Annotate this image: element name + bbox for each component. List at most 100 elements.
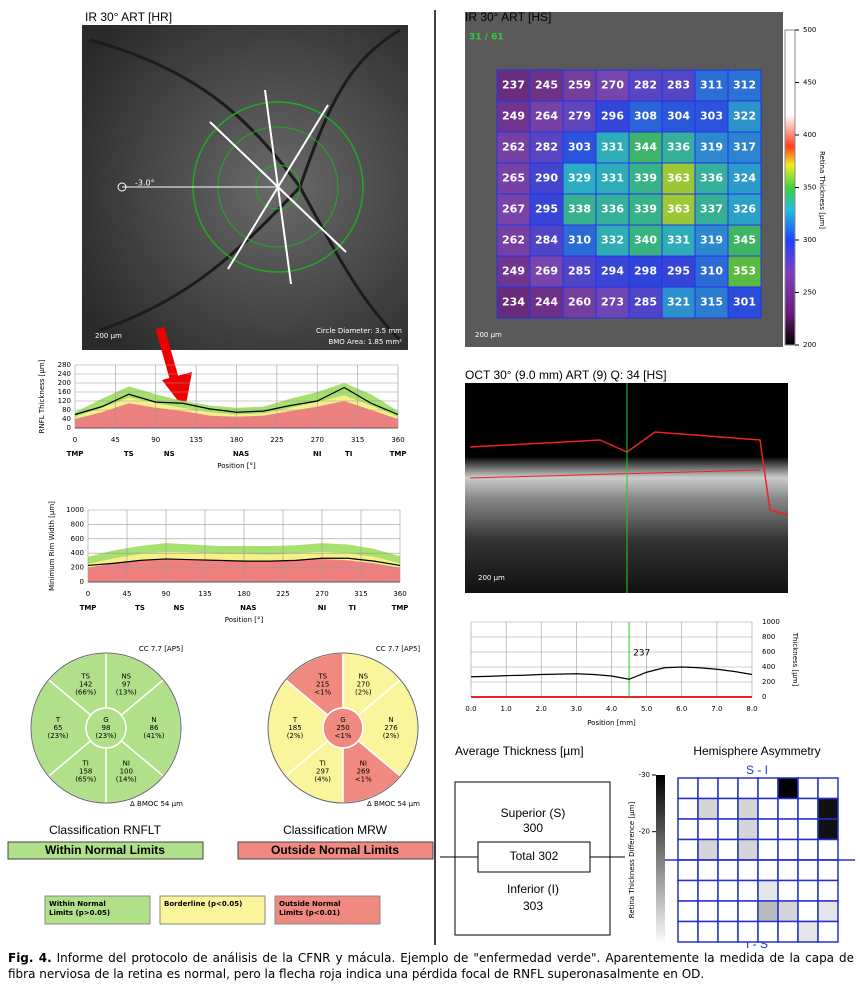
section-title: Average Thickness [µm] <box>455 744 584 758</box>
asymmetry-cell <box>757 859 779 882</box>
sector-name: G <box>340 716 345 724</box>
thickness-value: 340 <box>634 234 657 247</box>
y-tick-label: 40 <box>62 415 71 423</box>
x-tick-label: 90 <box>151 436 160 444</box>
thickness-value: 273 <box>601 296 624 309</box>
thickness-cell <box>661 162 696 195</box>
sector-name: N <box>388 716 393 724</box>
legend-box <box>274 895 381 925</box>
y-tick-label: 240 <box>58 370 71 378</box>
total-label: Total <box>510 849 535 863</box>
fovea-marker <box>117 182 127 192</box>
x-axis-label: Position [°] <box>225 616 264 624</box>
sector-value: 158 <box>79 768 92 776</box>
colorbar-tick-label: 250 <box>803 289 816 297</box>
thickness-cell <box>727 193 762 226</box>
thickness-value: 315 <box>700 296 723 309</box>
asymmetry-cell <box>777 879 799 902</box>
y-tick-label: 800 <box>762 633 775 641</box>
thickness-value: 310 <box>568 234 591 247</box>
thickness-value: 331 <box>601 141 624 154</box>
sector-outline <box>30 652 182 804</box>
thickness-value: 282 <box>535 141 558 154</box>
thickness-value: 264 <box>535 110 558 123</box>
total-value: 302 <box>538 849 558 863</box>
asymmetry-cell <box>697 838 719 861</box>
thickness-cell <box>628 193 663 226</box>
asymmetry-cell <box>697 900 719 923</box>
sector-pct: (13%) <box>116 688 137 696</box>
angle-label: -3.0° <box>135 179 155 188</box>
thickness-value: 282 <box>634 79 657 92</box>
x-tick-label: 0 <box>86 590 90 598</box>
data-line <box>470 666 753 680</box>
sector-pct: (2%) <box>355 688 372 696</box>
classification-result: Outside Normal Limits <box>271 843 399 857</box>
y-axis-label: Minimum Rim Width [µm] <box>48 501 56 591</box>
superior-label: Superior (S) <box>501 806 566 820</box>
thickness-value: 338 <box>568 203 591 216</box>
asymmetry-cell <box>817 900 839 923</box>
thickness-cell <box>727 224 762 257</box>
sector-name: NI <box>360 760 367 768</box>
thickness-cell <box>661 131 696 164</box>
inferior-value: 303 <box>523 899 543 913</box>
asymmetry-cell <box>777 920 799 943</box>
x-tick-label: 180 <box>230 436 243 444</box>
thickness-cell <box>496 286 531 319</box>
y-tick-label: 80 <box>62 406 71 414</box>
asymmetry-cell <box>817 818 839 841</box>
sector-value: 86 <box>150 724 159 732</box>
classification-box <box>7 841 204 860</box>
thickness-value: 332 <box>601 234 624 247</box>
red-arrow <box>155 326 192 410</box>
sector-value: 215 <box>316 680 329 688</box>
inferior-label: Inferior (I) <box>507 882 559 896</box>
sector-value: 185 <box>288 724 301 732</box>
thickness-cell <box>595 286 630 319</box>
thickness-cell <box>628 286 663 319</box>
thickness-value: 363 <box>667 172 690 185</box>
y-tick-label: 400 <box>71 549 84 557</box>
asymmetry-cell <box>817 920 839 943</box>
scale-label: 200 µm <box>475 331 502 339</box>
y-tick-label: 120 <box>58 397 71 405</box>
asymmetry-cell <box>737 797 759 820</box>
sector-name: NS <box>121 672 131 680</box>
thickness-value: 296 <box>601 110 624 123</box>
panel-title: IR 30° ART [HS] <box>465 10 551 24</box>
thickness-cell <box>727 286 762 319</box>
sector-pct: (4%) <box>314 776 331 784</box>
thickness-value: 317 <box>733 141 756 154</box>
legend-text: Outside Normal <box>279 900 341 908</box>
x-tick-label: 1.0 <box>501 705 512 713</box>
thickness-cell <box>496 100 531 133</box>
sector-value: 142 <box>79 680 92 688</box>
asymmetry-cell <box>737 900 759 923</box>
sector-pct: (2%) <box>383 732 400 740</box>
x-tick-label: 360 <box>393 590 406 598</box>
asymmetry-cell <box>737 838 759 861</box>
thickness-value: 284 <box>535 234 558 247</box>
y-axis-label: Thickness [µm] <box>791 632 799 687</box>
thickness-value: 295 <box>667 265 690 278</box>
asymmetry-cell <box>757 900 779 923</box>
top-label: S - I <box>746 763 768 777</box>
sector-name: NI <box>123 760 130 768</box>
colorbar-tick-label: -30 <box>639 771 650 779</box>
thickness-value: 262 <box>502 141 525 154</box>
cursor-value: 237 <box>633 649 650 659</box>
colorbar-tick-label: 400 <box>803 131 816 139</box>
thickness-value: 298 <box>634 265 657 278</box>
sector-label: NI <box>313 450 321 458</box>
thickness-value: 283 <box>667 79 690 92</box>
asymmetry-cell <box>677 818 699 841</box>
bmoc-label: Δ BMOC 54 µm <box>367 800 420 808</box>
scan-count: 31 / 61 <box>469 33 504 43</box>
colorbar-tick-label: 450 <box>803 79 816 87</box>
legend-box <box>159 895 266 925</box>
thickness-value: 324 <box>733 172 756 185</box>
asymmetry-cell <box>777 838 799 861</box>
sector-label: TMP <box>390 450 407 458</box>
